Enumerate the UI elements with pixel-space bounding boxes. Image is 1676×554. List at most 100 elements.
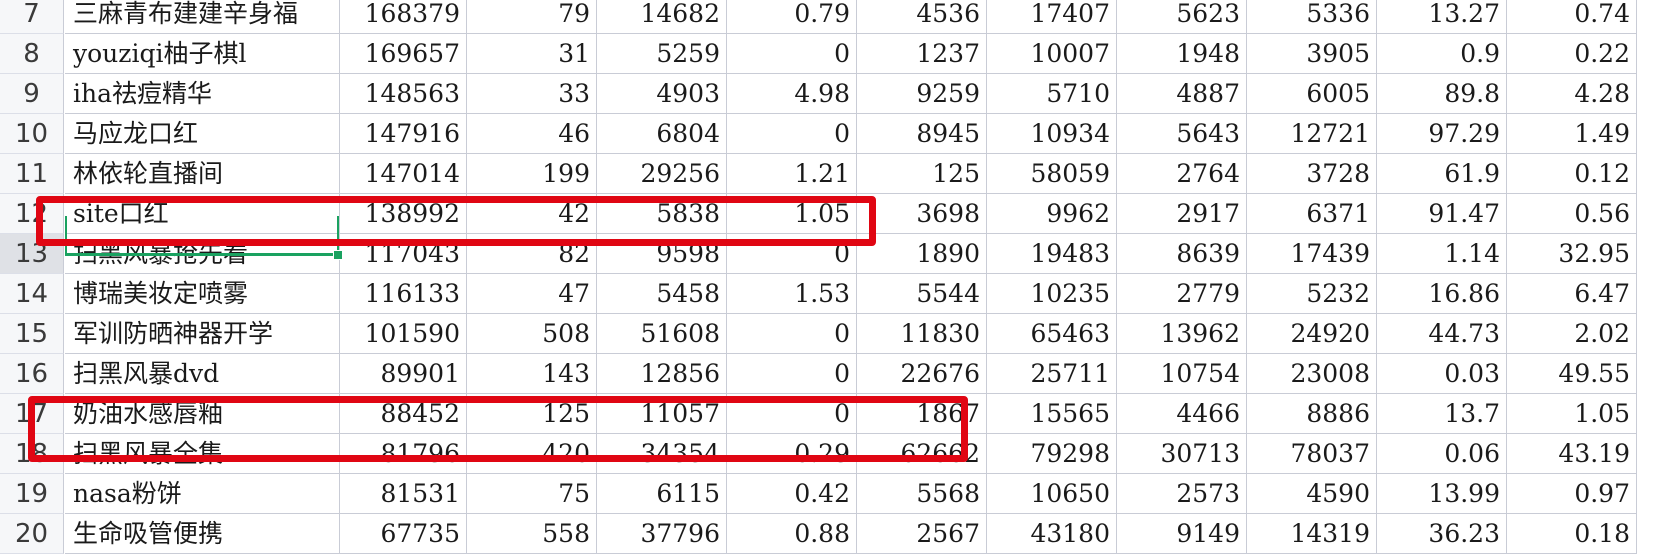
cell-value[interactable]: 0 [727,354,857,394]
table-row[interactable]: 18 扫黑风暴全集 81796 420 34354 0.29 62662 79298 30713… [0,434,1676,474]
cell-value[interactable]: 138992 [340,194,467,234]
cell-value[interactable]: 22676 [857,354,987,394]
cell-value[interactable]: 10754 [1117,354,1247,394]
row-header[interactable]: 18 [0,434,64,474]
cell-value[interactable]: 5544 [857,274,987,314]
cell-value[interactable]: 125 [857,154,987,194]
cell-value[interactable]: 17407 [987,0,1117,34]
cell-value[interactable]: 58059 [987,154,1117,194]
cell-value[interactable]: 9259 [857,74,987,114]
cell-value[interactable]: 34354 [597,434,727,474]
cell-value[interactable]: 4.28 [1507,74,1637,114]
cell-value[interactable]: 10235 [987,274,1117,314]
cell-value[interactable]: 11057 [597,394,727,434]
cell-value[interactable]: 169657 [340,34,467,74]
row-header[interactable]: 14 [0,274,64,314]
cell-value[interactable]: 4590 [1247,474,1377,514]
cell-value[interactable]: 0.29 [727,434,857,474]
cell-keyword[interactable]: 马应龙口红 [65,114,340,154]
cell-value[interactable]: 1.53 [727,274,857,314]
cell-value[interactable]: 4466 [1117,394,1247,434]
cell-value[interactable]: 2917 [1117,194,1247,234]
cell-value[interactable]: 1948 [1117,34,1247,74]
cell-value[interactable]: 49.55 [1507,354,1637,394]
cell-value[interactable]: 23008 [1247,354,1377,394]
cell-value[interactable]: 10007 [987,34,1117,74]
cell-keyword[interactable]: site口红 [65,194,340,234]
table-row[interactable]: 16 扫黑风暴dvd 89901 143 12856 0 22676 25711 10754 23… [0,354,1676,394]
cell-value[interactable]: 43.19 [1507,434,1637,474]
cell-value[interactable]: 1.05 [1507,394,1637,434]
table-row[interactable]: 12 site口红 138992 42 5838 1.05 3698 9962 2917 6371… [0,194,1676,234]
cell-value[interactable]: 91.47 [1377,194,1507,234]
cell-value[interactable]: 0.12 [1507,154,1637,194]
active-cell-selection[interactable] [65,216,339,256]
cell-value[interactable]: 6.47 [1507,274,1637,314]
cell-value[interactable]: 1890 [857,234,987,274]
cell-value[interactable]: 19483 [987,234,1117,274]
cell-value[interactable]: 0.56 [1507,194,1637,234]
cell-value[interactable]: 125 [467,394,597,434]
cell-value[interactable]: 558 [467,514,597,554]
row-header[interactable]: 11 [0,154,64,194]
cell-value[interactable]: 0.9 [1377,34,1507,74]
cell-value[interactable]: 148563 [340,74,467,114]
cell-value[interactable]: 117043 [340,234,467,274]
cell-keyword[interactable]: 林依轮直播间 [65,154,340,194]
cell-value[interactable]: 2779 [1117,274,1247,314]
row-header[interactable]: 7 [0,0,64,34]
cell-value[interactable]: 13962 [1117,314,1247,354]
cell-value[interactable]: 5232 [1247,274,1377,314]
cell-value[interactable]: 147916 [340,114,467,154]
cell-keyword[interactable]: 奶油水感唇釉 [65,394,340,434]
cell-value[interactable]: 13.99 [1377,474,1507,514]
cell-value[interactable]: 89901 [340,354,467,394]
cell-value[interactable]: 1.14 [1377,234,1507,274]
cell-value[interactable]: 2.02 [1507,314,1637,354]
cell-value[interactable]: 15565 [987,394,1117,434]
row-header[interactable]: 8 [0,34,64,74]
cell-keyword[interactable]: 三麻青布建建辛身福 [65,0,340,34]
cell-value[interactable]: 5336 [1247,0,1377,34]
row-header[interactable]: 15 [0,314,64,354]
cell-value[interactable]: 2764 [1117,154,1247,194]
cell-value[interactable]: 30713 [1117,434,1247,474]
cell-value[interactable]: 1867 [857,394,987,434]
cell-value[interactable]: 1237 [857,34,987,74]
table-row[interactable]: 20 生命吸管便携 67735 558 37796 0.88 2567 43180 9149 14… [0,514,1676,554]
cell-value[interactable]: 17439 [1247,234,1377,274]
cell-value[interactable]: 4887 [1117,74,1247,114]
cell-value[interactable]: 116133 [340,274,467,314]
cell-value[interactable]: 75 [467,474,597,514]
row-header[interactable]: 16 [0,354,64,394]
cell-value[interactable]: 0.79 [727,0,857,34]
cell-value[interactable]: 79298 [987,434,1117,474]
cell-keyword[interactable]: 生命吸管便携 [65,514,340,554]
cell-value[interactable]: 9962 [987,194,1117,234]
cell-value[interactable]: 1.05 [727,194,857,234]
cell-value[interactable]: 0.74 [1507,0,1637,34]
cell-value[interactable]: 25711 [987,354,1117,394]
cell-value[interactable]: 0 [727,114,857,154]
row-header[interactable]: 20 [0,514,64,554]
table-row[interactable]: 11 林依轮直播间 147014 199 29256 1.21 125 58059 2764 37… [0,154,1676,194]
cell-value[interactable]: 0 [727,314,857,354]
cell-value[interactable]: 13.7 [1377,394,1507,434]
cell-value[interactable]: 12721 [1247,114,1377,154]
cell-keyword[interactable]: iha祛痘精华 [65,74,340,114]
cell-value[interactable]: 36.23 [1377,514,1507,554]
cell-value[interactable]: 0.42 [727,474,857,514]
cell-value[interactable]: 43180 [987,514,1117,554]
cell-value[interactable]: 3728 [1247,154,1377,194]
cell-value[interactable]: 5710 [987,74,1117,114]
cell-value[interactable]: 51608 [597,314,727,354]
cell-value[interactable]: 10650 [987,474,1117,514]
cell-value[interactable]: 143 [467,354,597,394]
cell-value[interactable]: 168379 [340,0,467,34]
cell-value[interactable]: 44.73 [1377,314,1507,354]
table-row[interactable]: 9 iha祛痘精华 148563 33 4903 4.98 9259 5710 4887 6005… [0,74,1676,114]
table-row[interactable]: 19 nasa粉饼 81531 75 6115 0.42 5568 10650 2573 4590… [0,474,1676,514]
cell-keyword[interactable]: nasa粉饼 [65,474,340,514]
cell-value[interactable]: 3698 [857,194,987,234]
